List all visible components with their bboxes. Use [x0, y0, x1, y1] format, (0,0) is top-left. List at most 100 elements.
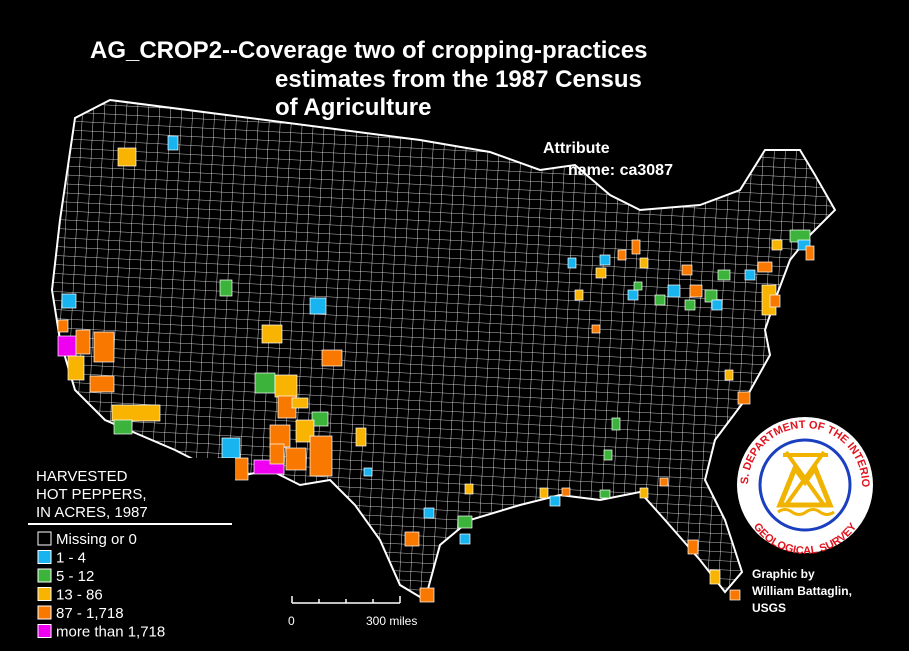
county-fill	[769, 294, 781, 308]
county-fill	[599, 254, 611, 266]
county-fill	[57, 335, 77, 357]
county-fill	[574, 289, 584, 301]
county-fill	[285, 447, 307, 471]
county-fill	[711, 299, 723, 311]
county-fill	[633, 281, 643, 291]
county-fill	[309, 435, 333, 477]
county-fill	[261, 324, 283, 344]
county-fill	[717, 269, 731, 281]
county-fill	[737, 391, 751, 405]
county-fill	[744, 269, 756, 281]
county-fill	[611, 417, 621, 431]
credit: Graphic by	[752, 567, 815, 581]
legend-label: 1 - 4	[56, 550, 86, 567]
legend-label: Missing or 0	[56, 531, 137, 548]
county-fill	[61, 293, 77, 309]
county-fill	[654, 294, 666, 306]
county-fill	[729, 589, 741, 601]
county-fill	[404, 531, 420, 547]
legend-title: IN ACRES, 1987	[36, 504, 148, 521]
county-fill	[567, 257, 577, 269]
county-fill	[117, 147, 137, 167]
legend-bg	[25, 458, 235, 648]
legend-label: 13 - 86	[56, 587, 103, 604]
county-fill	[617, 249, 627, 261]
county-fill	[549, 495, 561, 507]
county-fill	[457, 515, 473, 529]
attribute-name: name: ca3087	[568, 162, 673, 179]
county-fill	[321, 349, 343, 367]
county-fill	[111, 404, 161, 422]
scale-bar	[291, 596, 401, 604]
county-fill	[291, 397, 309, 409]
county-fill	[459, 533, 471, 545]
county-fill	[639, 487, 649, 499]
county-fill	[419, 587, 435, 603]
county-fill	[89, 375, 115, 393]
county-fill	[704, 289, 718, 303]
county-fill	[631, 239, 641, 255]
county-fill	[113, 419, 133, 435]
county-fill	[684, 299, 696, 311]
legend-swatch	[37, 531, 52, 546]
county-fill	[269, 443, 285, 465]
title-line: estimates from the 1987 Census	[275, 66, 642, 93]
title-line: AG_CROP2--Coverage two of cropping-pract…	[90, 37, 647, 64]
county-fill	[724, 369, 734, 381]
county-fill	[627, 289, 639, 301]
legend-title: HARVESTED	[36, 468, 128, 485]
county-fills	[57, 135, 815, 603]
county-fill	[561, 487, 571, 497]
county-fill	[274, 374, 298, 398]
county-fill	[591, 324, 601, 334]
credit: William Battaglin,	[752, 584, 852, 598]
county-fill	[309, 297, 327, 315]
county-fill	[311, 411, 329, 427]
legend-swatch	[37, 550, 52, 564]
county-fill	[254, 372, 276, 394]
legend-swatch	[37, 624, 52, 638]
county-fill	[687, 539, 699, 555]
county-fill	[423, 507, 435, 519]
county-fill	[221, 437, 241, 459]
county-fill	[667, 284, 681, 298]
county-fill	[797, 239, 811, 251]
county-fill	[599, 489, 611, 499]
county-fill	[757, 261, 773, 273]
legend-label: 5 - 12	[56, 568, 94, 585]
county-fill	[57, 319, 69, 333]
county-fill	[681, 264, 693, 276]
county-fill	[539, 487, 549, 499]
county-fill	[219, 279, 233, 297]
county-fill	[295, 419, 315, 443]
legend-swatch	[37, 587, 52, 601]
county-fill	[639, 257, 649, 269]
attribute-label: Attribute	[543, 140, 610, 157]
scale-start: 0	[288, 614, 295, 628]
county-fill	[659, 477, 669, 487]
county-fill	[771, 239, 783, 251]
county-fill	[689, 284, 703, 298]
credit: USGS	[752, 601, 786, 615]
county-fill	[805, 245, 815, 261]
county-fill	[355, 427, 367, 447]
county-fill	[67, 355, 85, 381]
county-fill	[464, 483, 474, 495]
scale-end: 300 miles	[366, 614, 417, 628]
legend-title: HOT PEPPERS,	[36, 486, 147, 503]
legend-swatch	[37, 605, 52, 620]
county-fill	[709, 569, 721, 585]
county-fill	[167, 135, 179, 151]
county-fill	[93, 331, 115, 363]
county-fill	[75, 329, 91, 355]
county-fill	[603, 449, 613, 461]
legend-label: more than 1,718	[56, 624, 165, 641]
county-fill	[363, 467, 373, 477]
legend-label: 87 - 1,718	[56, 605, 124, 622]
legend-swatch	[37, 568, 52, 583]
title-line: of Agriculture	[275, 94, 431, 121]
county-fill	[595, 267, 607, 279]
